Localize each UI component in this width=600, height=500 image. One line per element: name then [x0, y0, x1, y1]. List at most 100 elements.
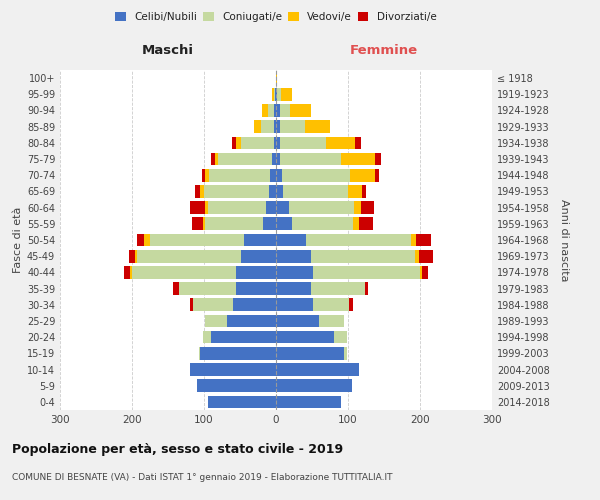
Bar	[137, 234, 144, 246]
Bar	[280, 120, 305, 133]
Bar	[190, 363, 276, 376]
Bar	[236, 136, 241, 149]
Bar	[199, 347, 200, 360]
Bar	[135, 250, 137, 262]
Bar	[334, 331, 347, 344]
Bar	[272, 88, 274, 101]
Bar	[190, 298, 193, 311]
Bar	[420, 266, 422, 278]
Bar	[215, 152, 218, 166]
Bar	[268, 104, 274, 117]
Bar	[274, 104, 276, 117]
Bar	[227, 314, 276, 328]
Bar	[232, 136, 236, 149]
Bar	[422, 266, 428, 278]
Bar	[254, 120, 261, 133]
Bar	[282, 169, 350, 181]
Bar	[283, 185, 348, 198]
Bar	[410, 234, 416, 246]
Bar	[326, 136, 355, 149]
Bar	[269, 185, 276, 198]
Bar	[203, 331, 211, 344]
Bar	[211, 331, 276, 344]
Bar	[349, 298, 353, 311]
Bar	[173, 282, 179, 295]
Text: Popolazione per età, sesso e stato civile - 2019: Popolazione per età, sesso e stato civil…	[12, 442, 343, 456]
Bar	[276, 88, 277, 101]
Bar	[208, 396, 276, 408]
Bar	[129, 250, 135, 262]
Bar	[292, 218, 353, 230]
Bar	[354, 202, 361, 214]
Bar	[193, 298, 233, 311]
Y-axis label: Fasce di età: Fasce di età	[13, 207, 23, 273]
Bar	[132, 266, 236, 278]
Y-axis label: Anni di nascita: Anni di nascita	[559, 198, 569, 281]
Bar	[313, 266, 420, 278]
Text: COMUNE DI BESNATE (VA) - Dati ISTAT 1° gennaio 2019 - Elaborazione TUTTITALIA.IT: COMUNE DI BESNATE (VA) - Dati ISTAT 1° g…	[12, 472, 392, 482]
Bar	[218, 152, 272, 166]
Bar	[276, 185, 283, 198]
Bar	[415, 250, 419, 262]
Bar	[144, 234, 150, 246]
Bar	[263, 218, 276, 230]
Bar	[276, 396, 341, 408]
Bar	[319, 314, 344, 328]
Bar	[353, 218, 359, 230]
Bar	[280, 104, 290, 117]
Bar	[276, 363, 359, 376]
Bar	[359, 218, 373, 230]
Bar	[276, 331, 334, 344]
Bar	[233, 298, 276, 311]
Bar	[274, 88, 275, 101]
Bar	[311, 282, 365, 295]
Bar	[280, 136, 326, 149]
Bar	[193, 218, 203, 230]
Text: Femmine: Femmine	[350, 44, 418, 57]
Bar	[348, 185, 362, 198]
Bar	[200, 347, 276, 360]
Bar	[274, 136, 276, 149]
Bar	[209, 169, 270, 181]
Bar	[272, 152, 276, 166]
Bar	[236, 266, 276, 278]
Bar	[261, 120, 274, 133]
Bar	[276, 250, 311, 262]
Text: Maschi: Maschi	[142, 44, 194, 57]
Bar	[205, 314, 227, 328]
Bar	[276, 314, 319, 328]
Bar	[276, 298, 313, 311]
Bar	[362, 185, 366, 198]
Bar	[419, 250, 433, 262]
Bar	[205, 202, 208, 214]
Bar	[276, 136, 280, 149]
Bar	[197, 380, 276, 392]
Bar	[276, 169, 282, 181]
Bar	[202, 169, 205, 181]
Bar	[311, 250, 415, 262]
Bar	[241, 136, 274, 149]
Bar	[276, 282, 311, 295]
Bar	[262, 104, 268, 117]
Bar	[361, 202, 374, 214]
Bar	[313, 298, 349, 311]
Bar	[276, 72, 277, 85]
Bar	[236, 282, 276, 295]
Bar	[276, 347, 344, 360]
Bar	[276, 152, 280, 166]
Bar	[376, 169, 379, 181]
Bar	[276, 380, 352, 392]
Bar	[130, 266, 132, 278]
Bar	[344, 347, 347, 360]
Bar	[290, 104, 311, 117]
Bar	[280, 152, 341, 166]
Bar	[274, 120, 276, 133]
Bar	[276, 218, 292, 230]
Bar	[204, 185, 269, 198]
Bar	[281, 88, 292, 101]
Bar	[276, 266, 313, 278]
Bar	[277, 88, 281, 101]
Bar	[276, 234, 306, 246]
Bar	[244, 234, 276, 246]
Legend: Celibi/Nubili, Coniugati/e, Vedovi/e, Divorziati/e: Celibi/Nubili, Coniugati/e, Vedovi/e, Di…	[111, 8, 441, 26]
